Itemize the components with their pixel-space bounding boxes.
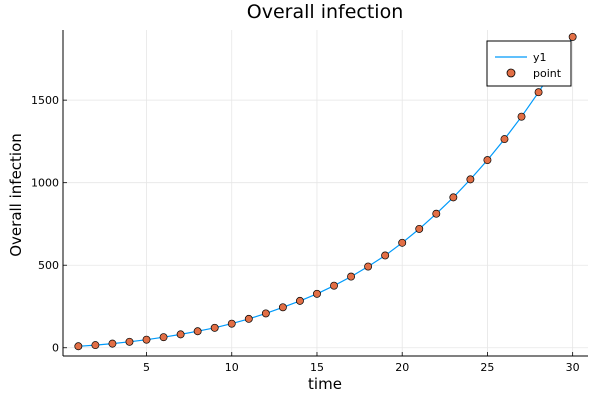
- data-point: [313, 289, 321, 298]
- data-point: [364, 262, 373, 271]
- legend-label-line: y1: [533, 51, 547, 64]
- data-point: [449, 193, 458, 202]
- data-point: [176, 330, 185, 339]
- y-axis-label: Overall infection: [7, 133, 25, 257]
- x-tick-label: 25: [480, 361, 494, 374]
- y-tick-label: 1500: [31, 94, 59, 107]
- legend-label-point: point: [533, 67, 562, 80]
- legend: y1 point: [486, 40, 572, 87]
- data-point: [142, 335, 151, 344]
- data-point: [568, 32, 577, 41]
- data-point: [295, 296, 304, 305]
- data-point: [278, 303, 287, 312]
- y-tick-label: 1000: [31, 177, 59, 190]
- grid: [63, 30, 588, 356]
- x-tick-label: 10: [225, 361, 239, 374]
- data-point: [108, 339, 117, 348]
- data-point: [159, 333, 168, 342]
- x-axis-label: time: [308, 375, 342, 393]
- x-tick-label: 20: [395, 361, 409, 374]
- data-point: [517, 112, 526, 121]
- data-point: [500, 135, 509, 144]
- data-point: [244, 314, 253, 323]
- chart-title: Overall infection: [247, 1, 403, 23]
- data-point: [483, 156, 492, 165]
- data-point: [347, 272, 356, 281]
- legend-point-swatch: [506, 68, 516, 78]
- data-point: [227, 319, 236, 328]
- data-point: [261, 309, 270, 318]
- series-points-group: [74, 32, 577, 351]
- data-point: [210, 323, 219, 332]
- data-point: [125, 337, 134, 346]
- data-point: [398, 238, 407, 247]
- legend-box: [486, 40, 572, 87]
- data-point: [466, 175, 475, 184]
- x-tick-label: 30: [566, 361, 580, 374]
- data-point: [74, 342, 83, 351]
- data-point: [534, 88, 543, 97]
- data-point: [415, 224, 424, 233]
- data-point: [193, 327, 202, 336]
- data-point: [330, 281, 338, 290]
- y-tick-label: 0: [52, 342, 59, 355]
- y-tick-label: 500: [38, 259, 59, 272]
- data-point: [432, 209, 441, 218]
- data-point: [91, 341, 100, 350]
- ticks: 5 10 15 20 25 30 0 500 1000 1500: [31, 94, 580, 374]
- axes: [62, 30, 588, 357]
- x-tick-label: 15: [310, 361, 324, 374]
- x-tick-label: 5: [143, 361, 150, 374]
- data-point: [381, 251, 390, 260]
